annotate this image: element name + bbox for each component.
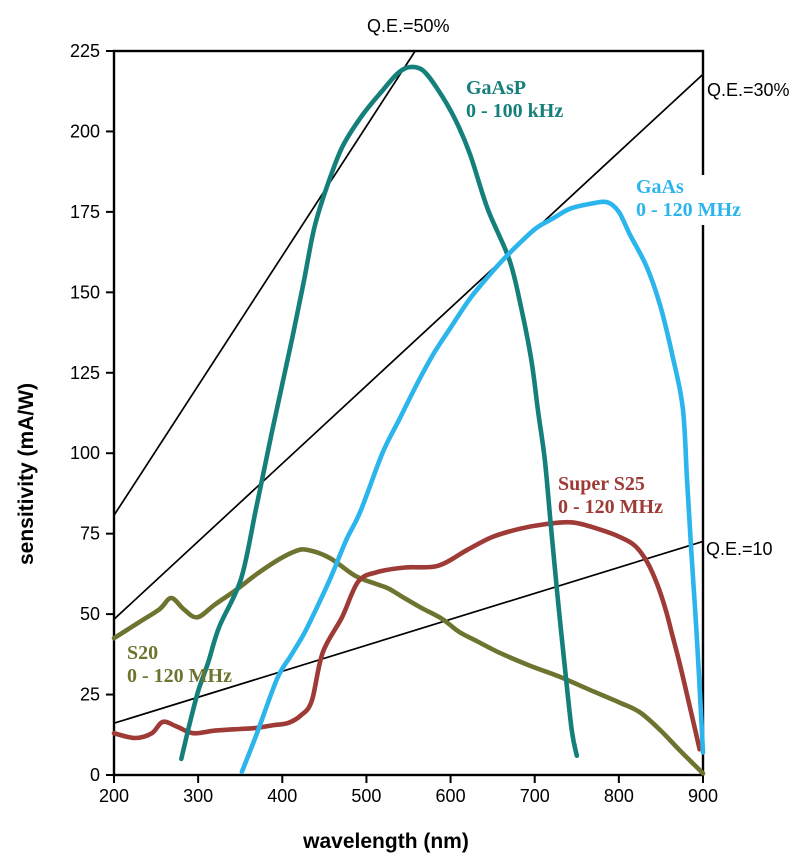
x-tick-label: 900 [688, 786, 718, 806]
qe-50-line-label: Q.E.=50% [367, 16, 450, 36]
y-tick-label: 75 [80, 524, 100, 544]
y-tick-label: 50 [80, 604, 100, 624]
plot-frame [112, 49, 705, 777]
y-tick-label: 100 [70, 443, 100, 463]
qe-line-q-e-50 [113, 50, 416, 516]
qe-30-line-label: Q.E.=30% [707, 80, 790, 100]
series-label-gaas-note: 0 - 120 MHz [636, 199, 741, 221]
x-tick-label: 300 [183, 786, 213, 806]
series-label-s20-name: S20 [127, 642, 159, 664]
x-tick-label: 700 [520, 786, 550, 806]
x-axis-title: wavelength (nm) [303, 830, 469, 853]
qe-10-line-label: Q.E.=10 [706, 539, 773, 559]
series-label-gaasp: GaAsP 0 - 100 kHz [466, 77, 563, 123]
series-curve-gaasp [179, 64, 580, 762]
y-tick-label: 200 [70, 121, 100, 141]
series-label-gaasp-note: 0 - 100 kHz [466, 100, 564, 122]
qe-line-q-e-30 [113, 73, 704, 620]
series-curve-super-s25 [111, 519, 702, 752]
x-tick-label: 400 [267, 786, 297, 806]
x-tick-label: 500 [351, 786, 381, 806]
series-label-gaasp-name: GaAsP [466, 77, 526, 99]
series-label-gaas: GaAs 0 - 120 MHz [636, 175, 745, 225]
y-tick-label: 225 [70, 41, 100, 61]
qe-line-q-e-10 [113, 540, 704, 725]
y-axis-title: sensitivity (mA/W) [15, 382, 38, 566]
x-tick-label: 200 [99, 786, 129, 806]
series-label-s20: S20 0 - 120 MHz [127, 642, 232, 688]
y-tick-label: 175 [70, 202, 100, 222]
y-tick-label: 0 [90, 765, 100, 785]
y-tick-label: 150 [70, 282, 100, 302]
y-tick-label: 25 [80, 685, 100, 705]
series-label-super-s25-name: Super S25 [558, 473, 645, 495]
series-curve-s20 [111, 547, 706, 776]
y-tick-label: 125 [70, 363, 100, 383]
series-label-super-s25: Super S25 0 - 120 MHz [558, 473, 663, 519]
series-label-s20-note: 0 - 120 MHz [127, 665, 232, 687]
series-label-super-s25-note: 0 - 120 MHz [558, 496, 663, 518]
series-label-gaas-name: GaAs [636, 176, 684, 198]
x-tick-label: 800 [604, 786, 634, 806]
series-curve-gaas [239, 199, 706, 775]
x-tick-label: 600 [436, 786, 466, 806]
